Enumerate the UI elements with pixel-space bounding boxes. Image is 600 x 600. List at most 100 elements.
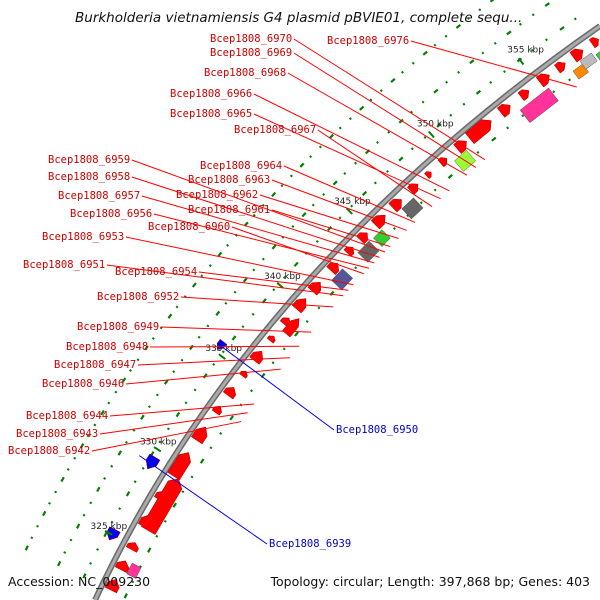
gc-dot (224, 301, 228, 305)
gc-dot (457, 70, 461, 74)
gc-dot (361, 190, 368, 196)
gc-dot (271, 244, 277, 250)
gc-dot (506, 30, 512, 36)
scale-ticks: 325 kbp 330 kbp 335 kbp 340 kbp 345 kbp 350 k… (91, 46, 544, 536)
gene-label: Bcep1808_6960 (148, 221, 230, 233)
label-leader-line (141, 195, 375, 264)
gc-dot (117, 450, 123, 456)
gc-dot (475, 89, 482, 95)
gene-label: Bcep1808_6961 (188, 204, 270, 216)
label-leader-line (180, 296, 334, 308)
forward-gene-arrow (222, 387, 237, 400)
label-leader-line (283, 165, 416, 223)
gc-dot (327, 225, 333, 232)
gc-dot (107, 401, 111, 405)
label-leader-line (91, 421, 242, 452)
gc-dot (343, 172, 347, 176)
gc-dot (184, 401, 188, 405)
gc-dot (229, 415, 234, 421)
gene-features (104, 37, 600, 594)
gc-dot (96, 486, 101, 493)
gene-label: Bcep1808_6951 (23, 259, 105, 271)
gene-label: Bcep1808_6957 (58, 190, 140, 202)
gc-dot (506, 126, 510, 130)
gc-dot (466, 17, 470, 21)
gene-label: Bcep1808_6976 (327, 35, 409, 47)
gc-dot (151, 337, 155, 340)
gc-dot (390, 77, 396, 83)
gc-dot (118, 507, 122, 511)
gc-dot (66, 468, 70, 471)
reverse-gene-arrow (145, 453, 161, 470)
gc-dot (110, 520, 114, 524)
feature-box (519, 87, 559, 123)
gc-dot (100, 409, 105, 416)
gc-dot (212, 362, 216, 366)
gc-dot (261, 257, 265, 261)
gc-dot (400, 70, 404, 74)
label-leader-line (271, 209, 391, 248)
forward-gene-arrow (125, 542, 139, 553)
gc-dot (141, 466, 145, 470)
gc-dot (133, 480, 137, 484)
label-leader-line (149, 345, 300, 348)
gc-dot (86, 434, 90, 438)
gc-dot (233, 290, 237, 294)
gc-dot (36, 524, 40, 528)
gc-dot (489, 80, 493, 84)
gene-label: Bcep1808_6963 (188, 174, 270, 186)
gc-dot (379, 89, 383, 93)
gc-dot (518, 22, 522, 26)
label-leader-line (253, 93, 450, 192)
forward-gene-arrow (114, 560, 130, 574)
scale-tick-label: 340 kbp (264, 272, 301, 282)
gc-dot (181, 490, 185, 494)
label-leader-line (317, 129, 433, 207)
gene-label: Bcep1808_6950 (336, 424, 418, 436)
label-leader-line (259, 194, 399, 239)
gc-dot (82, 573, 87, 579)
gc-dot (373, 181, 377, 185)
label-leader-line (125, 236, 354, 286)
gc-dot (311, 203, 315, 207)
gc-dot (221, 350, 225, 354)
gene-label: Bcep1808_6946 (42, 378, 124, 390)
scale-tick-label: 325 kbp (91, 522, 128, 532)
gc-dot (294, 331, 299, 337)
forward-gene-arrow (291, 298, 307, 314)
gc-dot (305, 320, 309, 323)
label-leader-line (153, 213, 370, 269)
gc-dot (422, 50, 428, 56)
gc-dot (338, 126, 342, 130)
scale-tick-label: 330 kbp (140, 438, 177, 448)
gc-dot (54, 490, 58, 494)
gc-dot (42, 510, 47, 517)
scale-tick (218, 353, 226, 360)
gc-dot (103, 531, 108, 538)
gc-dot (433, 43, 437, 47)
forward-gene-arrow (249, 350, 264, 365)
gc-dot (57, 560, 62, 567)
gc-dot (354, 266, 358, 270)
gc-dot (271, 361, 275, 365)
forward-gene-arrow (517, 89, 530, 102)
gene-labels: Bcep1808_6976 Bcep1808_6970 Bcep1808_6969 B… (8, 33, 577, 550)
label-leader-line (198, 271, 349, 291)
label-leader-line (99, 412, 248, 435)
gc-dot (193, 388, 197, 392)
gc-dot (411, 61, 415, 65)
scale-tick-label: 335 kbp (205, 344, 242, 354)
gc-dot (322, 193, 326, 197)
gc-dot (521, 114, 525, 118)
gc-dot (481, 51, 485, 55)
topology-summary: Topology: circular; Length: 397,868 bp; … (270, 574, 591, 589)
forward-gene-arrow (104, 578, 120, 594)
gene-label: Bcep1808_6958 (48, 171, 130, 183)
gc-dot (392, 227, 396, 230)
label-leader-line (160, 326, 312, 333)
accession-text: Accession: NC_009230 (8, 574, 150, 589)
feature-box (401, 197, 424, 220)
gc-dot (282, 347, 286, 351)
gc-dot (60, 476, 65, 483)
gc-dot (376, 141, 380, 145)
